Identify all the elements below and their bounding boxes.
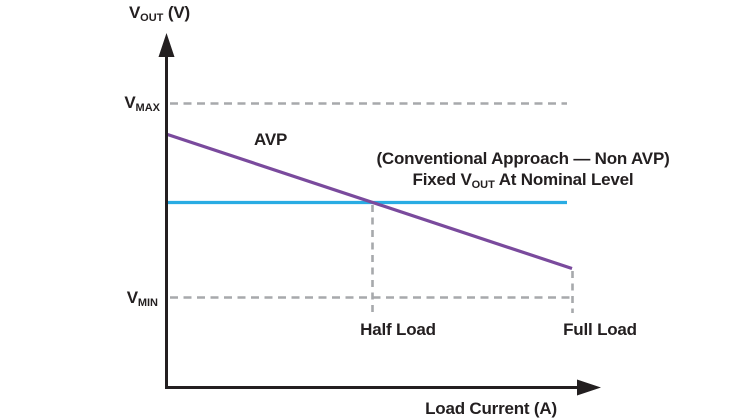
conventional-annotation: (Conventional Approach — Non AVP) Fixed …: [376, 148, 669, 193]
y-axis-title-base: V: [129, 3, 141, 22]
avp-line: [165, 132, 573, 271]
half-load-tick-label: Half Load: [360, 320, 436, 339]
vmax-label-base: V: [124, 93, 136, 112]
conventional-line2-subscript: OUT: [471, 179, 495, 191]
y-axis-title: VOUT (V): [129, 3, 190, 25]
vmin-label: VMIN: [127, 288, 158, 310]
y-axis-title-subscript: OUT: [140, 12, 164, 24]
conventional-line2-suffix: At Nominal Level: [494, 170, 634, 189]
full-load-tick-label: Full Load: [563, 320, 637, 339]
vmin-label-base: V: [126, 288, 138, 307]
vmin-label-subscript: MIN: [137, 297, 158, 309]
conventional-line2-base: Fixed V: [412, 170, 472, 189]
y-axis-arrowhead: [158, 33, 175, 57]
vmax-label: VMAX: [124, 93, 160, 115]
x-axis-arrowhead: [577, 379, 601, 396]
vmax-label-subscript: MAX: [135, 102, 160, 114]
y-axis-title-unit: (V): [163, 3, 190, 22]
avp-series-label: AVP: [254, 130, 288, 149]
x-axis-title: Load Current (A): [425, 399, 557, 418]
conventional-annotation-line1: (Conventional Approach — Non AVP): [376, 149, 670, 168]
conventional-annotation-line2: Fixed VOUT At Nominal Level: [376, 169, 669, 193]
